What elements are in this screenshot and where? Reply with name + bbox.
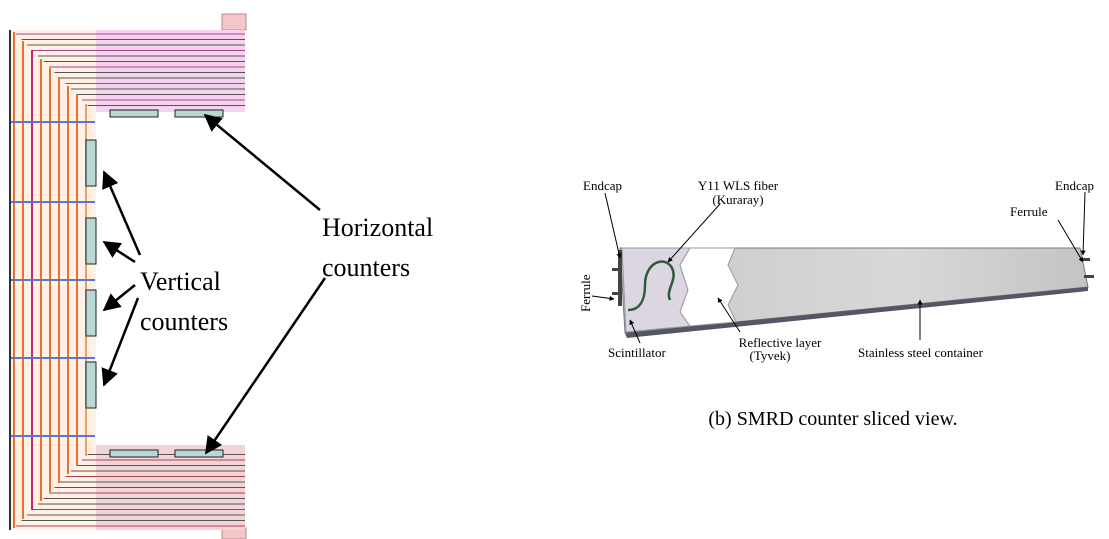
label: Endcap [1055,178,1094,193]
ferrule [1080,258,1090,261]
arrow [102,284,136,312]
horizontal-counter [109,449,159,458]
arrow [717,297,741,333]
horizontal-counter [174,109,224,118]
horizontal-counter [174,449,224,458]
label: (Kuraray) [712,192,763,207]
label: (Tyvek) [750,348,791,363]
arrow [203,113,321,211]
container-edge [625,287,1088,338]
arrow [1057,219,1084,263]
end-block [221,13,247,31]
ferrule [1084,275,1094,278]
ferrule [612,268,622,271]
label: Horizontal [322,213,433,242]
arrow [591,295,615,301]
label: Scintillator [608,345,666,360]
label: Stainless steel container [858,345,984,360]
label: Ferrule [578,274,593,312]
label: Y11 WLS fiber [698,178,779,193]
stripes [9,30,245,530]
vertical-counter [85,361,97,409]
horizontal-counter [109,109,159,118]
caption: (b) SMRD counter sliced view. [708,408,957,430]
label: Ferrule [1010,204,1048,219]
label: Endcap [583,178,622,193]
endcap [618,250,622,306]
arrow [629,319,641,344]
arrow [102,170,142,256]
arrow [604,192,622,259]
arrow [101,297,140,387]
arrow [204,277,327,455]
vertical-counter [85,139,97,187]
label: Vertical [140,267,221,296]
label: Reflective layer [739,335,822,350]
vertical-counter [85,217,97,265]
arrow [1080,191,1086,256]
scintillator [621,247,691,333]
ferrule [612,292,622,295]
label: counters [140,307,228,336]
arrow [102,240,136,264]
arrow [667,203,721,263]
detector-diagram: Horizontal counters Vertical counters [9,13,433,539]
label: counters [322,253,410,282]
fiber [627,260,675,312]
vertical-counter [85,289,97,337]
reflective-layer [679,247,739,327]
counter-diagram: Endcap Y11 WLS fiber (Kuraray) Endcap Fe… [578,178,1094,430]
